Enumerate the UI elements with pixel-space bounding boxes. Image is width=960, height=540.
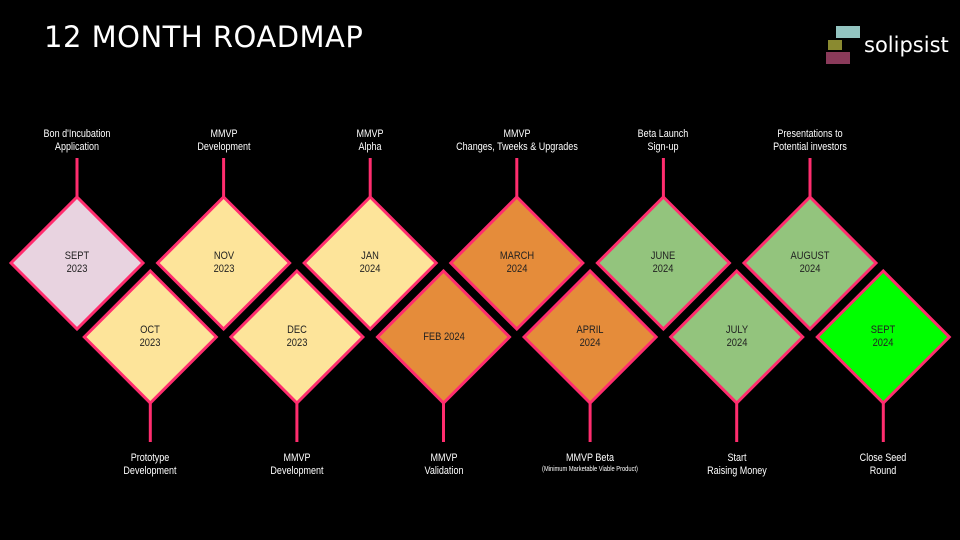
solipsist-logo: solipsist	[826, 26, 949, 68]
milestone-label-oct-2023: Prototype Development	[123, 452, 177, 477]
page-title: 12 MONTH ROADMAP	[44, 20, 364, 54]
logo-blocks-icon	[826, 26, 860, 66]
milestone-diamond-feb-2024	[375, 268, 512, 406]
milestone-label-april-2024: MMVP Beta (Minimum Marketable Viable Prod…	[542, 452, 639, 473]
milestone-label-sept-2023: Bon d'Incubation Application	[43, 128, 111, 153]
milestone-diamond-jan-2024	[302, 194, 439, 332]
milestone-diamond-august-2024	[741, 194, 879, 332]
milestone-date-sept-2023: SEPT 2023	[64, 250, 90, 275]
milestone-label-august-2024: Presentations to Potential investors	[773, 128, 847, 153]
milestone-date-dec-2023: DEC 2023	[286, 324, 308, 349]
milestone-label-june-2024: Beta Launch Sign-up	[638, 128, 689, 153]
milestone-label-sept-2024: Close Seed Round	[859, 452, 907, 477]
milestone-label-jan-2024: MMVP Alpha	[356, 128, 384, 153]
milestone-diamond-oct-2023	[82, 268, 219, 406]
milestone-diamond-march-2024	[448, 194, 585, 332]
milestone-date-jan-2024: JAN 2024	[359, 250, 381, 275]
milestone-date-august-2024: AUGUST 2024	[790, 250, 830, 275]
milestone-date-feb-2024: FEB 2024	[422, 330, 465, 343]
milestone-date-sept-2024: SEPT 2024	[871, 324, 896, 349]
milestone-label-nov-2023: MMVP Development	[197, 128, 251, 153]
milestone-date-june-2024: JUNE 2024	[651, 250, 676, 275]
milestone-diamond-july-2024	[668, 268, 805, 406]
milestone-label-july-2024: Start Raising Money	[706, 452, 767, 477]
milestone-date-oct-2023: OCT 2023	[139, 324, 161, 349]
milestone-date-april-2024: APRIL 2024	[576, 324, 604, 349]
milestone-label-feb-2024: MMVP Validation	[424, 452, 463, 477]
milestone-diamond-dec-2023	[228, 268, 366, 406]
milestone-date-july-2024: JULY 2024	[725, 324, 748, 349]
milestone-label-march-2024: MMVP Changes, Tweeks & Upgrades	[455, 128, 578, 153]
milestone-diamond-june-2024	[595, 194, 732, 332]
milestone-diamond-nov-2023	[155, 194, 292, 332]
milestone-date-nov-2023: NOV 2023	[213, 250, 234, 275]
milestone-diamond-sept-2024	[815, 268, 952, 406]
milestone-diamond-april-2024	[521, 268, 659, 406]
logo-text: solipsist	[864, 33, 949, 57]
milestone-date-march-2024: MARCH 2024	[499, 250, 534, 275]
milestone-label-dec-2023: MMVP Development	[270, 452, 324, 477]
milestone-diamond-sept-2023	[8, 194, 146, 332]
